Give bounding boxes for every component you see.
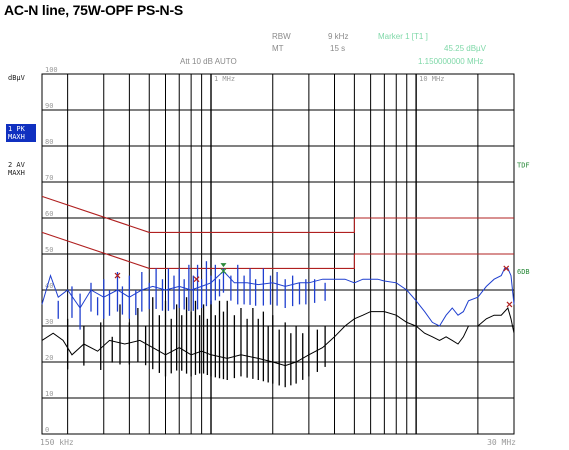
y-tick-label: 70 (45, 174, 53, 182)
marker-cross (506, 301, 513, 308)
limit-line-upper (41, 195, 514, 233)
lower-limit-tag: 6DB (517, 268, 530, 276)
mt-label: MT (272, 44, 284, 53)
upper-limit-tag: TDF (517, 162, 530, 170)
y-tick-label: 40 (45, 282, 53, 290)
marker-cross (193, 276, 200, 283)
marker-cross (114, 272, 121, 279)
rbw-value: 9 kHz (328, 32, 349, 41)
y-tick-label: 90 (45, 102, 53, 110)
y-tick-label: 100 (45, 66, 58, 74)
trace-2-mode: 2 AV (8, 161, 25, 169)
y-tick-label: 10 (45, 390, 53, 398)
y-tick-label: 30 (45, 318, 53, 326)
trace-1-detector: MAXH (8, 133, 25, 141)
marker-cross (503, 265, 510, 272)
x-stop-label: 30 MHz (487, 438, 516, 447)
mt-value: 15 s (330, 44, 346, 53)
marker-frequency: 1.150000000 MHz (418, 57, 484, 66)
y-tick-label: 80 (45, 138, 53, 146)
trace-2-detector: MAXH (8, 169, 25, 177)
chart-title: AC-N line, 75W-OPF PS-N-S (4, 2, 184, 18)
peak-trace (41, 267, 515, 327)
trace-1-indicator[interactable]: 1 PK MAXH (6, 124, 36, 142)
rbw-label: RBW (272, 32, 291, 41)
y-tick-label: 20 (45, 354, 53, 362)
y-tick-label: 0 (45, 426, 49, 434)
y-tick-label: 60 (45, 210, 53, 218)
x-start-label: 150 kHz (40, 438, 74, 447)
marker-level: 45.25 dBµV (444, 44, 486, 53)
unit-label: dBµV (8, 74, 25, 82)
marker-cross (220, 268, 227, 275)
x-decade-label: 1 MHz (214, 75, 235, 83)
trace-1-mode: 1 PK (8, 125, 25, 133)
y-tick-label: 50 (45, 246, 53, 254)
limit-line-lower (41, 231, 514, 269)
attenuation-text: Att 10 dB AUTO (180, 57, 237, 66)
marker-label: Marker 1 [T1 ] (378, 32, 428, 41)
trace-2-indicator[interactable]: 2 AV MAXH (6, 160, 36, 178)
average-trace (41, 307, 515, 367)
marker-t1-flag (220, 263, 227, 268)
x-decade-label: 10 MHz (419, 75, 444, 83)
